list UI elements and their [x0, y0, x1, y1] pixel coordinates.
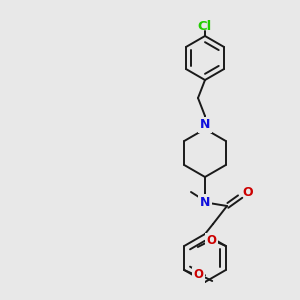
Text: O: O: [193, 268, 203, 281]
Text: O: O: [243, 185, 253, 199]
Text: Cl: Cl: [198, 20, 212, 32]
Text: N: N: [200, 118, 210, 131]
Text: N: N: [200, 196, 210, 208]
Text: O: O: [207, 235, 217, 248]
